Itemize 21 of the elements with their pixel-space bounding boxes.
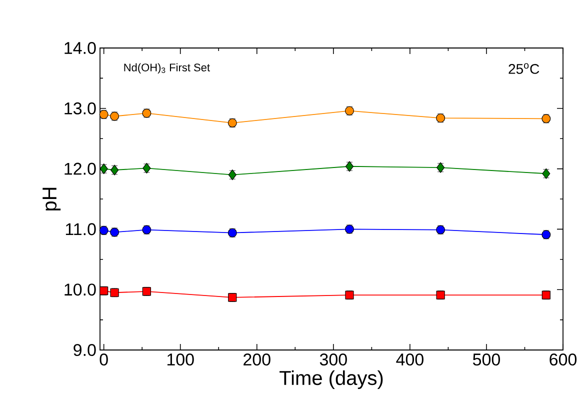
x-axis-title: Time (days) (280, 370, 383, 390)
x-tick-label: 0 (100, 354, 108, 366)
x-tick-label: 600 (550, 354, 577, 366)
point (99, 110, 108, 119)
point (100, 163, 108, 174)
x-tick-label: 300 (320, 354, 347, 366)
y-tick-label: 14.0 (64, 42, 96, 54)
x-tick-label: 100 (167, 354, 194, 366)
y-axis-title: pH (42, 188, 61, 210)
y-tick-label: 10.0 (64, 284, 96, 296)
y-tick-label: 9.0 (74, 344, 96, 356)
point (99, 226, 108, 235)
x-tick-label: 400 (396, 354, 424, 366)
y-tick-label: 11.0 (66, 223, 96, 236)
y-tick-label: 13.0 (64, 102, 96, 114)
x-tick-label: 500 (472, 354, 500, 366)
x-tick-label: 200 (244, 354, 270, 366)
annotation: 25$^{o}$C (508, 63, 540, 74)
annotation: Nd(OH)$_{3}$ First Set (124, 63, 210, 74)
y-tick-label: 12.0 (64, 162, 96, 175)
point (100, 286, 108, 296)
